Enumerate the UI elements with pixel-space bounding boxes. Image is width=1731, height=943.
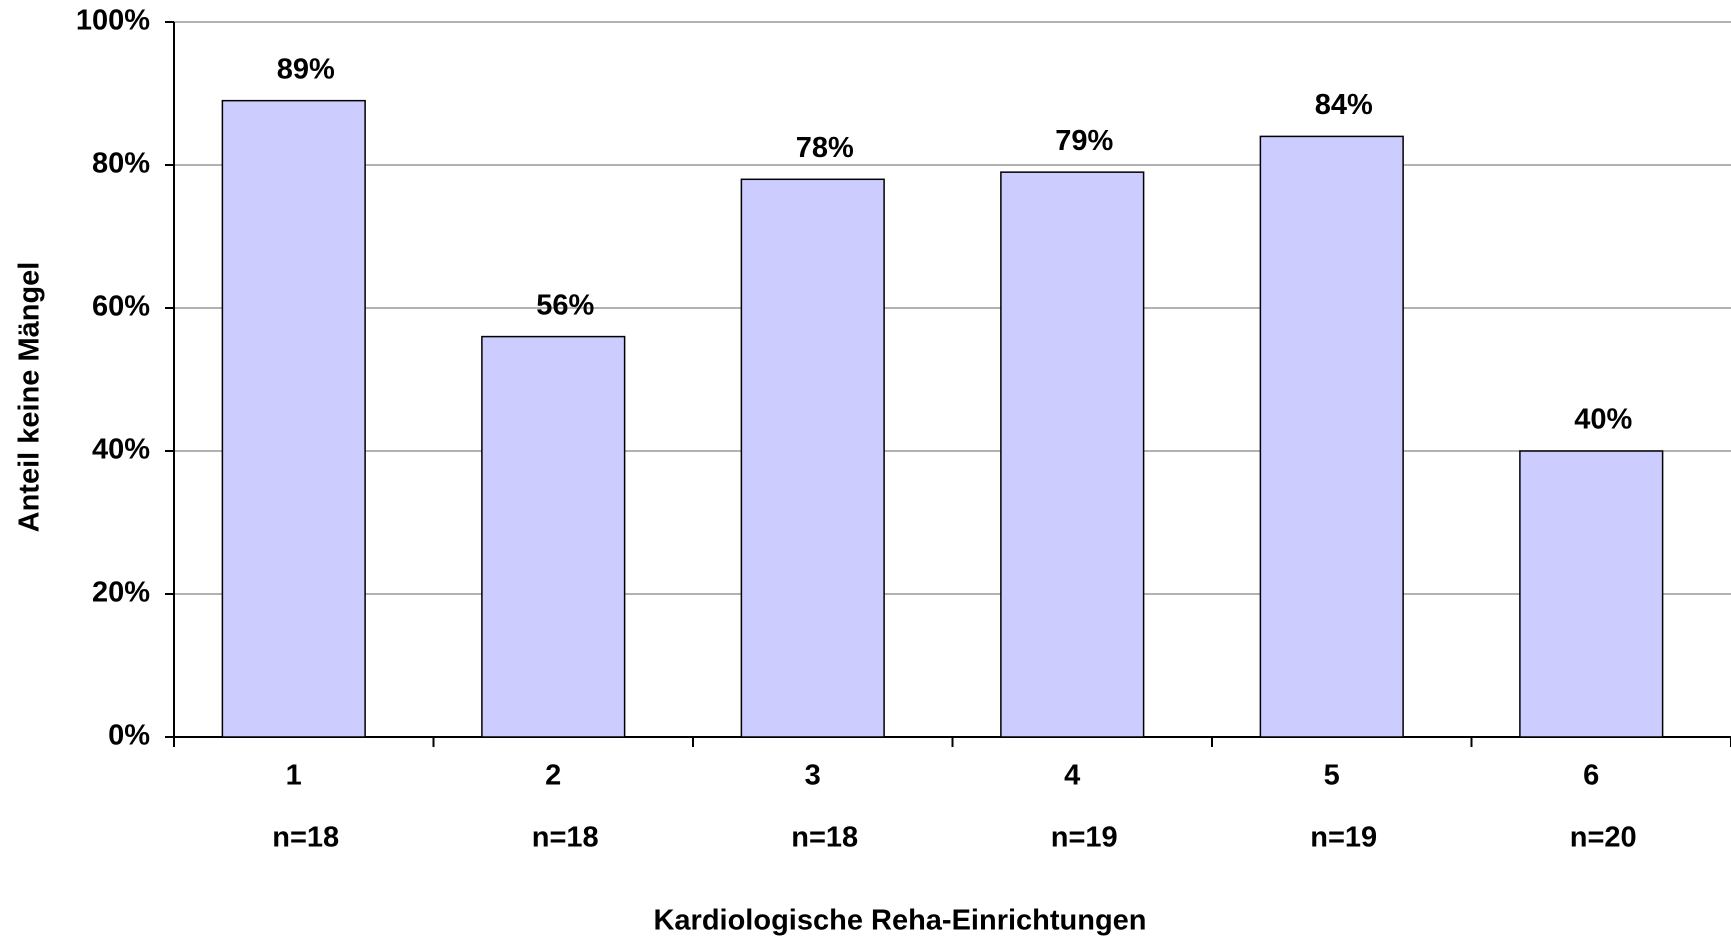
sample-size-label: n=18	[272, 822, 339, 854]
sample-size-label: n=18	[791, 822, 858, 854]
data-label: 84%	[1315, 89, 1373, 121]
x-tick-label: 4	[1064, 760, 1080, 792]
bar	[1000, 171, 1145, 738]
bar	[481, 335, 626, 738]
sample-size-label: n=19	[1310, 822, 1377, 854]
x-tick-label: 1	[286, 760, 302, 792]
y-tick-label: 40%	[92, 434, 150, 466]
data-label: 78%	[796, 132, 854, 164]
y-tick-label: 20%	[92, 577, 150, 609]
x-tick-label: 5	[1324, 760, 1340, 792]
y-tick-label: 80%	[92, 148, 150, 180]
data-label: 40%	[1574, 404, 1632, 436]
x-tick-label: 6	[1583, 760, 1599, 792]
y-axis-label: Anteil keine Mängel	[14, 262, 46, 533]
sample-size-label: n=20	[1570, 822, 1637, 854]
data-label: 56%	[536, 289, 594, 321]
x-axis-label: Kardiologische Reha-Einrichtungen	[653, 905, 1146, 937]
x-tick-label: 3	[805, 760, 821, 792]
sample-size-label: n=18	[532, 822, 599, 854]
bar	[740, 178, 885, 738]
x-tick-label: 2	[545, 760, 561, 792]
y-tick-label: 60%	[92, 291, 150, 323]
y-tick-label: 100%	[76, 5, 150, 37]
bar	[1519, 450, 1664, 738]
y-tick-label: 0%	[108, 720, 150, 752]
bar	[221, 99, 366, 738]
bar	[1259, 135, 1404, 738]
data-label: 79%	[1055, 125, 1113, 157]
sample-size-label: n=19	[1051, 822, 1118, 854]
data-label: 89%	[277, 53, 335, 85]
